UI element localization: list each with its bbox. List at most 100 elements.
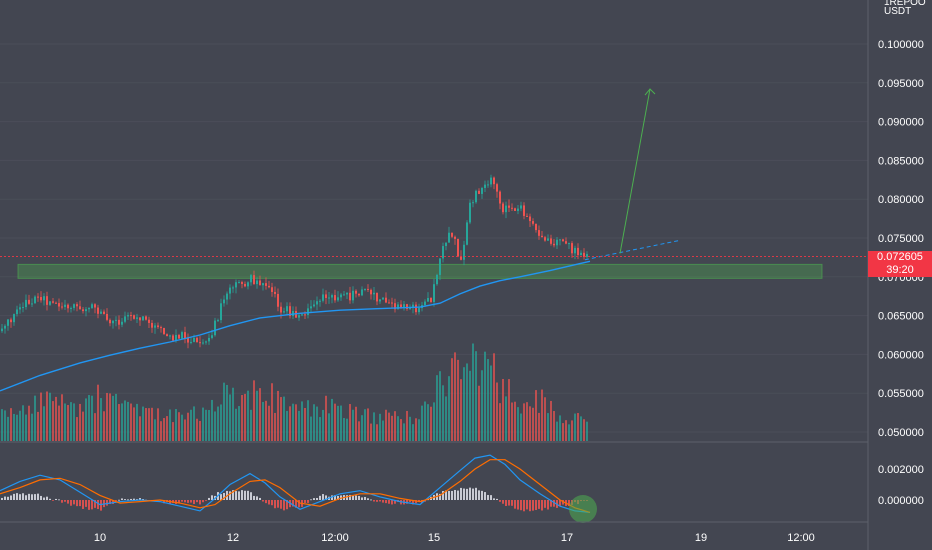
price-tick-label: 0.095000	[878, 78, 924, 90]
candle-body	[373, 292, 375, 295]
volume-bar	[238, 406, 240, 441]
macd-histogram-bar	[229, 491, 231, 500]
candle-body	[67, 304, 69, 309]
volume-bar	[79, 403, 81, 441]
volume-bar	[538, 412, 540, 441]
macd-histogram-bar	[283, 500, 285, 511]
volume-bar	[46, 391, 48, 441]
volume-bar	[118, 404, 120, 441]
candle-body	[25, 299, 27, 308]
volume-bar	[247, 390, 249, 441]
macd-histogram-bar	[232, 490, 234, 500]
candle-body	[499, 191, 501, 204]
macd-histogram-bar	[475, 487, 477, 500]
candle-body	[22, 307, 24, 309]
volume-bar	[397, 416, 399, 441]
macd-histogram-bar	[193, 500, 195, 505]
candle-body	[454, 236, 456, 239]
macd-histogram-bar	[256, 496, 258, 500]
volume-bar	[22, 405, 24, 441]
macd-histogram-bar	[94, 500, 96, 508]
candle-body	[550, 238, 552, 244]
macd-histogram-bar	[19, 494, 21, 500]
candle-body	[256, 280, 258, 285]
price-axis[interactable]: 0.100000 0.095000 0.090000 0.085000 0.080000…	[878, 39, 924, 439]
volume-bar	[109, 393, 111, 441]
volume-bar	[406, 410, 408, 441]
macd-histogram-bar	[322, 494, 324, 500]
macd-histogram-bar	[190, 500, 192, 503]
macd-histogram-bar	[277, 500, 279, 508]
volume-bar	[475, 351, 477, 441]
volume-bar	[403, 423, 405, 441]
macd-histogram-bar	[550, 500, 552, 507]
volume-bar	[274, 412, 276, 441]
volume-bar	[316, 406, 318, 441]
macd-axis[interactable]: 0.002000 0.000000	[878, 464, 924, 507]
macd-histogram-bar	[286, 500, 288, 510]
candle-body	[502, 203, 504, 213]
candle-body	[346, 292, 348, 295]
macd-histogram-bar	[406, 500, 408, 504]
candle-body	[574, 247, 576, 254]
volume-bar	[439, 371, 441, 441]
macd-histogram-bar	[235, 491, 237, 500]
macd-histogram-bar	[307, 500, 309, 503]
candle-body	[271, 287, 273, 292]
macd-histogram-bar	[415, 500, 417, 504]
candle-body	[283, 311, 285, 313]
candle-body	[391, 302, 393, 304]
macd-histogram-bar	[463, 488, 465, 500]
candle-body	[97, 307, 99, 314]
volume-bar	[340, 405, 342, 441]
candle-body	[43, 296, 45, 301]
macd-histogram-bar	[442, 491, 444, 500]
macd-histogram-bar	[253, 495, 255, 500]
volume-bar	[484, 351, 486, 441]
time-axis[interactable]: 10 12 12:00 15 17 19 12:00	[94, 532, 815, 544]
candle-body	[400, 304, 402, 309]
candle-body	[19, 307, 21, 310]
volume-bar	[412, 424, 414, 441]
volume-bar	[424, 401, 426, 441]
macd-histogram-bar	[247, 490, 249, 500]
candle-body	[571, 243, 573, 254]
volume-bar	[586, 421, 588, 441]
macd-histogram-bar	[13, 493, 15, 500]
volume-bar	[373, 412, 375, 441]
macd-histogram-bar	[394, 500, 396, 504]
volume-bar	[265, 400, 267, 441]
volume-bar	[343, 418, 345, 441]
volume-bar	[37, 411, 39, 441]
candle-body	[313, 304, 315, 307]
volume-bar	[454, 352, 456, 441]
candle-body	[61, 306, 63, 308]
candle-body	[457, 238, 459, 257]
macd-histogram-bar	[457, 490, 459, 500]
macd-histogram-bar	[163, 500, 165, 504]
macd-histogram-bar	[118, 499, 120, 501]
volume-bar	[19, 410, 21, 441]
candle-body	[82, 309, 84, 312]
candle-body	[55, 302, 57, 304]
macd-histogram-bar	[364, 496, 366, 500]
candle-body	[394, 303, 396, 310]
macd-histogram-bar	[490, 495, 492, 500]
macd-histogram-bar	[562, 500, 564, 505]
macd-histogram-bar	[544, 500, 546, 508]
macd-histogram-bar	[460, 487, 462, 500]
volume-bar	[559, 415, 561, 441]
macd-line	[0, 454, 591, 513]
candle-body	[277, 293, 279, 307]
volume-bar	[262, 401, 264, 441]
macd-histogram-bar	[40, 495, 42, 500]
volume-bar	[199, 420, 201, 441]
candle-body	[13, 314, 15, 323]
candle-body	[142, 316, 144, 321]
candle-body	[370, 289, 372, 295]
candle-body	[349, 292, 351, 301]
volume-bar	[145, 408, 147, 441]
macd-histogram-bar	[181, 500, 183, 502]
